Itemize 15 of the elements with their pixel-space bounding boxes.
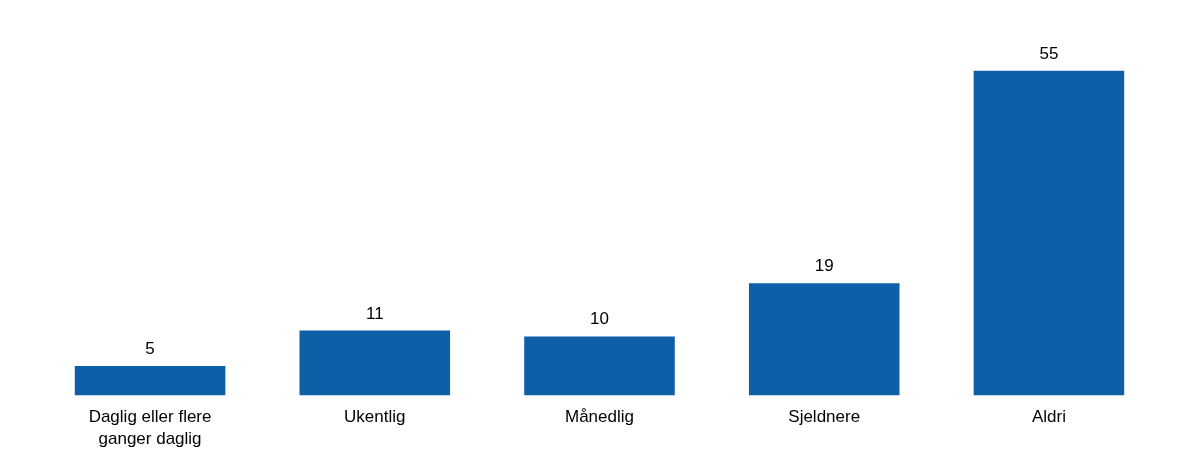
x-tick-label: Ukentlig: [344, 406, 406, 426]
bar: [74, 365, 226, 396]
bar: [524, 336, 675, 396]
x-tick-label: Månedlig: [565, 406, 635, 426]
x-tick-label: Sjeldnere: [788, 406, 861, 426]
x-tick-label: Aldri: [1031, 406, 1066, 426]
bar: [748, 283, 900, 396]
bar: [299, 330, 451, 396]
data-label: 11: [365, 303, 384, 323]
bar: [973, 70, 1125, 396]
data-label: 19: [814, 256, 834, 276]
data-label: 5: [145, 338, 155, 358]
data-label: 10: [590, 309, 609, 329]
data-label: 55: [1039, 43, 1059, 63]
x-tick-label: Daglig eller flere ganger daglig: [88, 406, 212, 449]
